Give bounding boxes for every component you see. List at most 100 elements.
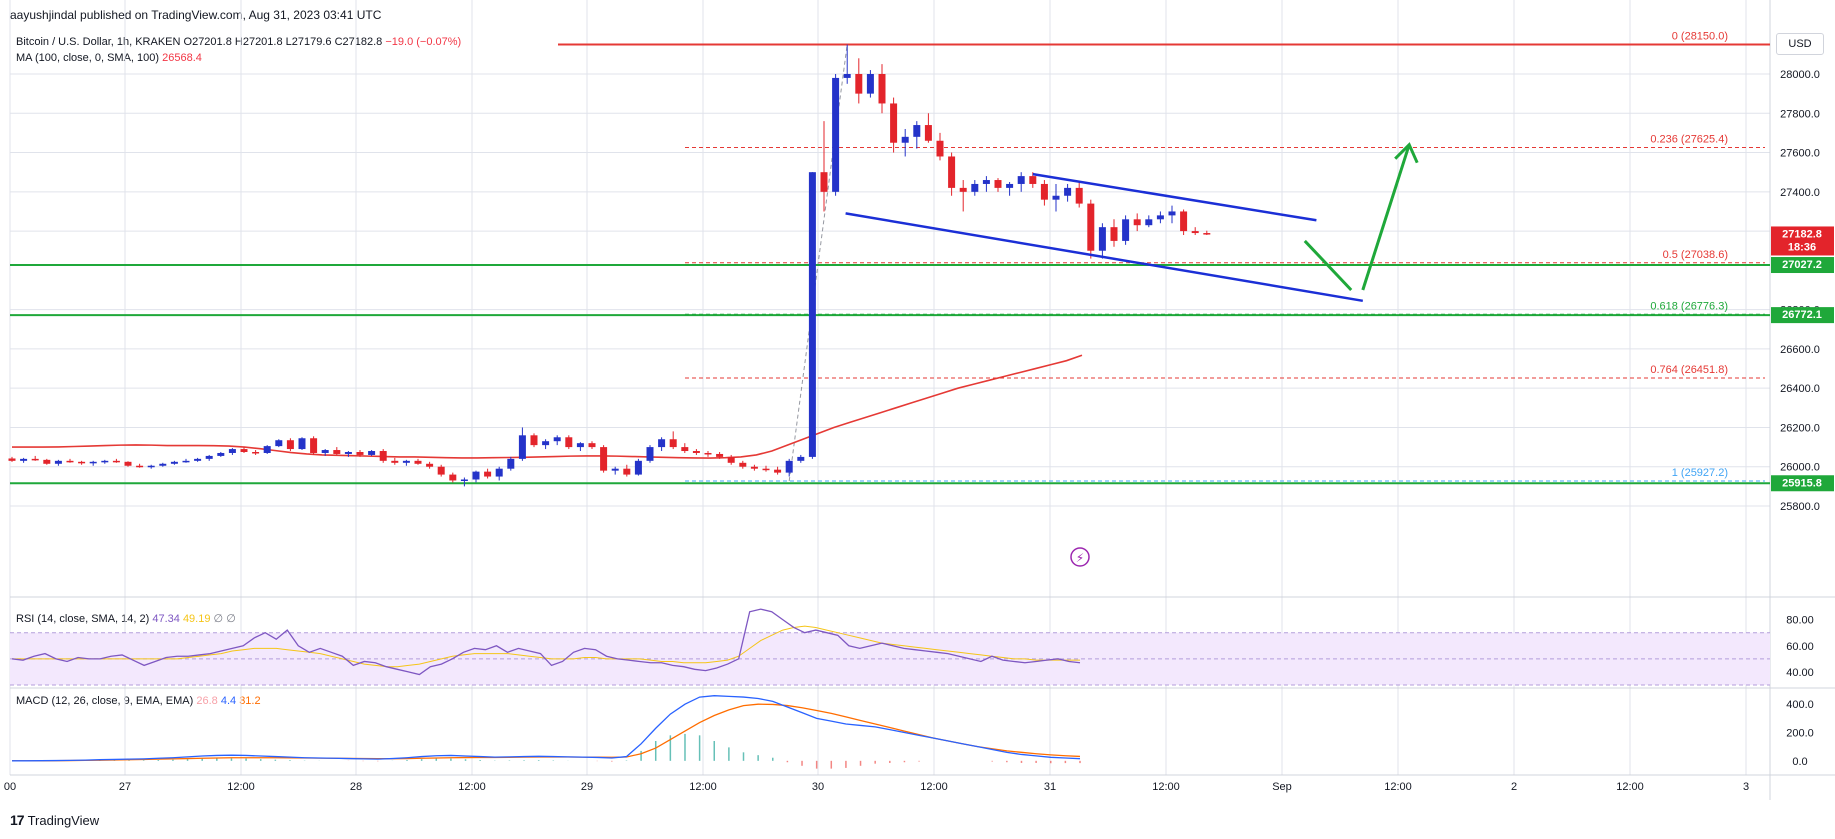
- candle-body: [553, 437, 561, 442]
- y-tick-label: 27600.0: [1780, 148, 1820, 160]
- macd-legend[interactable]: MACD (12, 26, close, 9, EMA, EMA) 26.8 4…: [16, 695, 261, 707]
- macd-y-tick: 200.0: [1786, 728, 1814, 740]
- x-tick-label: 12:00: [1152, 781, 1180, 793]
- candle-body: [286, 440, 294, 450]
- current-price-tag-bg: [1771, 226, 1834, 256]
- support-price-tag-bg: [1771, 257, 1834, 274]
- candle-body: [194, 458, 202, 461]
- candle-body: [600, 447, 608, 471]
- candle-body: [855, 74, 863, 94]
- x-tick-label: 28: [350, 781, 362, 793]
- candle-body: [913, 125, 921, 137]
- candle-body: [298, 438, 306, 450]
- tv-logo-icon: 17: [10, 812, 25, 828]
- tradingview-logo[interactable]: 17 TradingView: [10, 812, 99, 828]
- x-tick-label: 27: [119, 781, 131, 793]
- candle-body: [182, 460, 190, 463]
- channel: [845, 172, 1364, 303]
- support-price-tag-text: 26772.1: [1782, 309, 1822, 321]
- channel-upper-line: [1032, 172, 1317, 222]
- rsi-ma-line: [12, 625, 1080, 668]
- candle-body: [344, 452, 352, 454]
- candle-body: [901, 136, 909, 143]
- arrow-up-line: [1361, 144, 1411, 291]
- candle-body: [727, 456, 735, 463]
- candle-body: [1075, 187, 1083, 204]
- arrow-down-line: [1303, 239, 1353, 292]
- candle-body: [507, 458, 515, 469]
- rsi-lines: [11, 608, 1081, 676]
- candle-body: [228, 449, 236, 453]
- ma-legend[interactable]: MA (100, close, 0, SMA, 100) 26568.4: [16, 52, 202, 64]
- candle-body: [66, 460, 74, 463]
- publisher-line: aayushjindal published on TradingView.co…: [10, 8, 382, 22]
- candle-body: [1156, 215, 1164, 220]
- candle-body: [89, 461, 97, 464]
- candle-body: [1110, 227, 1118, 241]
- candle-body: [959, 187, 967, 192]
- lightning-icon: [1070, 547, 1090, 567]
- candle-body: [78, 461, 86, 464]
- x-tick-label: 3: [1743, 781, 1749, 793]
- fib-label: 0 (28150.0): [1672, 31, 1728, 43]
- candle-body: [808, 172, 816, 457]
- ma-label: MA (100, close, 0, SMA, 100): [16, 52, 160, 64]
- x-tick-label: 29: [581, 781, 593, 793]
- y-tick-label: 26400.0: [1780, 383, 1820, 395]
- chart-grid: [9, 0, 1770, 775]
- candle-body: [1029, 176, 1037, 184]
- fib-label: 0.764 (26451.8): [1650, 364, 1728, 376]
- x-tick-label: Sep: [1272, 781, 1292, 793]
- y-tick-label: 28000.0: [1780, 69, 1820, 81]
- x-tick-label: 31: [1044, 781, 1056, 793]
- x-tick-label: 12:00: [920, 781, 948, 793]
- candle-body: [495, 468, 503, 477]
- candle-body: [692, 451, 700, 453]
- macd-hist-value: 26.8: [196, 695, 218, 707]
- y-axis: 28000.027800.027600.027400.027200.026800…: [1780, 69, 1820, 768]
- symbol-name[interactable]: Bitcoin / U.S. Dollar, 1h, KRAKEN: [16, 36, 181, 48]
- candle-body: [1006, 183, 1014, 188]
- candle-body: [101, 460, 109, 463]
- candle-body: [112, 460, 120, 463]
- x-tick-label: 12:00: [1616, 781, 1644, 793]
- x-tick-label: 12:00: [227, 781, 255, 793]
- y-tick-label: 27400.0: [1780, 187, 1820, 199]
- candle-body: [832, 77, 840, 192]
- rsi-line: [11, 608, 1081, 676]
- candle-body: [704, 452, 712, 455]
- support-price-tag-text: 25915.8: [1782, 477, 1822, 489]
- rsi-y-tick: 60.00: [1786, 641, 1814, 653]
- candle-body: [681, 447, 689, 452]
- x-tick-label: 12:00: [689, 781, 717, 793]
- candle-body: [1191, 231, 1199, 234]
- price-tags: 27182.818:36 27027.2 26772.1 25915.8: [1771, 226, 1834, 492]
- candle-body: [136, 465, 144, 468]
- rsi-empty-2: ∅: [226, 613, 236, 625]
- candle-body: [460, 479, 468, 481]
- candle-body: [1203, 233, 1211, 235]
- fib-label: 0.618 (26776.3): [1650, 300, 1728, 312]
- candle-body: [414, 460, 422, 464]
- candle-body: [530, 435, 538, 446]
- candle-body: [391, 460, 399, 463]
- candle-body: [437, 466, 445, 475]
- candle-body: [797, 456, 805, 461]
- candle-body: [54, 460, 62, 464]
- candle-body: [1133, 219, 1141, 226]
- currency-button[interactable]: USD: [1776, 33, 1824, 55]
- candle-body: [402, 460, 410, 463]
- macd-signal-value: 31.2: [239, 695, 261, 707]
- candle-body: [982, 180, 990, 184]
- support-lines: [10, 264, 1770, 485]
- candle-body: [1180, 211, 1188, 232]
- candle-body: [333, 450, 341, 454]
- rsi-value: 47.34: [152, 613, 180, 625]
- macd-y-tick: 400.0: [1786, 699, 1814, 711]
- candle-body: [252, 452, 260, 454]
- support-price-tag-bg: [1771, 307, 1834, 324]
- candle-body: [646, 447, 654, 461]
- candle-body: [20, 458, 28, 461]
- rsi-legend[interactable]: RSI (14, close, SMA, 14, 2) 47.34 49.19 …: [16, 612, 236, 625]
